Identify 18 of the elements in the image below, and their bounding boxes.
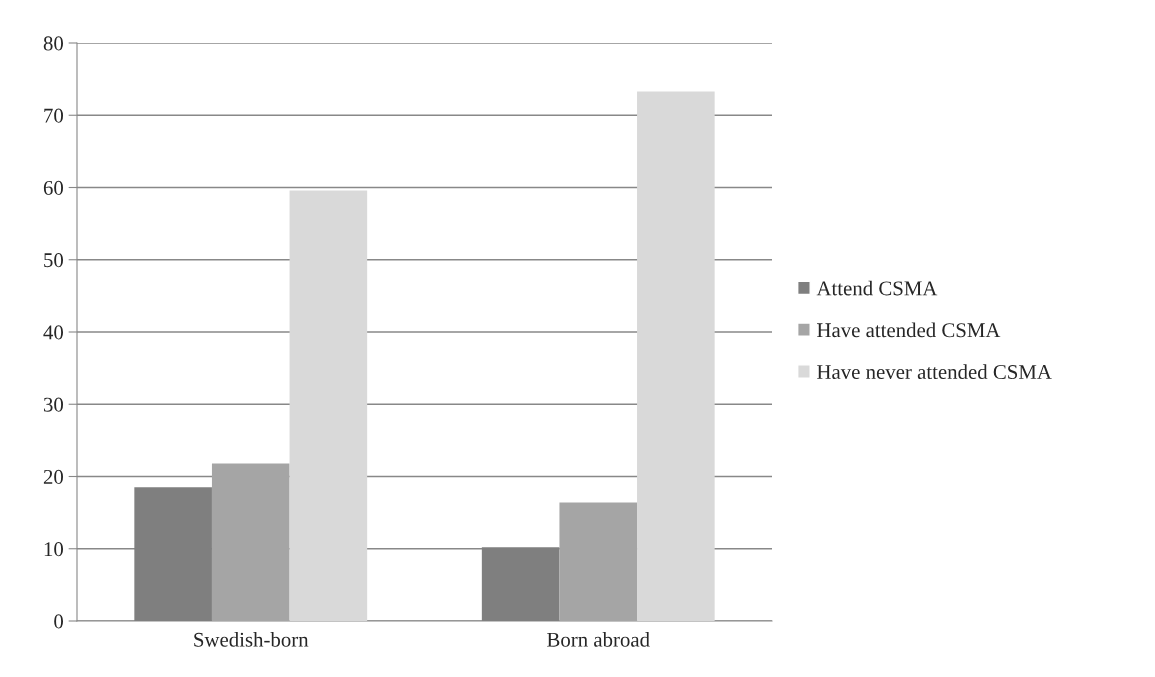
y-tick-label: 40 [43,325,64,340]
bar [559,502,638,621]
y-tick-label: 30 [43,397,64,412]
y-tick-label: 50 [44,253,64,268]
bar [289,190,368,621]
y-tick-label: 20 [43,469,64,484]
legend-label: Attend CSMA [816,280,938,296]
bar [211,463,290,621]
y-tick-label: 70 [44,108,64,123]
x-tick-label: Swedish-born [194,632,309,647]
bar [637,91,715,621]
x-tick-label: Born abroad [547,632,650,647]
y-tick-label: 60 [43,180,64,195]
y-tick-label: 80 [43,36,64,51]
y-tick-label: 0 [54,614,64,629]
y-tick-label: 10 [44,542,64,557]
legend-label: Have never attended CSMA [817,364,1052,380]
legend-label: Have attended CSMA [817,322,1001,338]
